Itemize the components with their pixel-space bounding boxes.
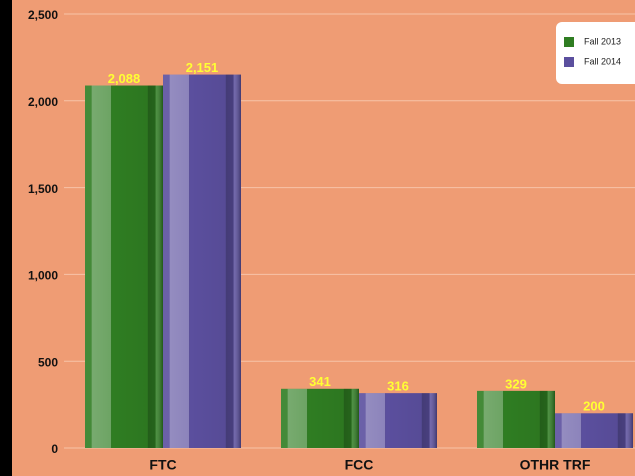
- value-label: 2,151: [186, 60, 219, 75]
- bar-shine: [555, 413, 633, 448]
- legend-label: Fall 2014: [584, 56, 621, 66]
- left-edge: [0, 0, 12, 476]
- x-tick-label: OTHR TRF: [520, 457, 591, 473]
- legend-label: Fall 2013: [584, 36, 621, 46]
- bar-shine: [281, 388, 359, 448]
- bar-shine: [85, 85, 163, 449]
- y-tick-label: 500: [38, 355, 58, 369]
- x-tick-label: FTC: [149, 457, 176, 473]
- value-label: 316: [387, 379, 409, 394]
- y-tick-label: 1,500: [28, 182, 58, 196]
- legend-swatch: [564, 57, 574, 67]
- y-tick-label: 2,000: [28, 95, 58, 109]
- x-tick-label: FCC: [345, 457, 374, 473]
- bar-shine: [359, 393, 437, 448]
- value-label: 329: [505, 376, 527, 391]
- legend-box: [556, 22, 635, 84]
- value-label: 200: [583, 399, 605, 414]
- legend: Fall 2013 Fall 2014: [556, 22, 635, 84]
- legend-swatch: [564, 37, 574, 47]
- value-label: 2,088: [108, 71, 141, 86]
- y-tick-label: 1,000: [28, 269, 58, 283]
- y-tick-label: 0: [51, 442, 58, 456]
- bar-shine: [163, 74, 241, 449]
- value-label: 341: [309, 374, 331, 389]
- bar-shine: [477, 390, 555, 448]
- y-tick-label: 2,500: [28, 8, 58, 22]
